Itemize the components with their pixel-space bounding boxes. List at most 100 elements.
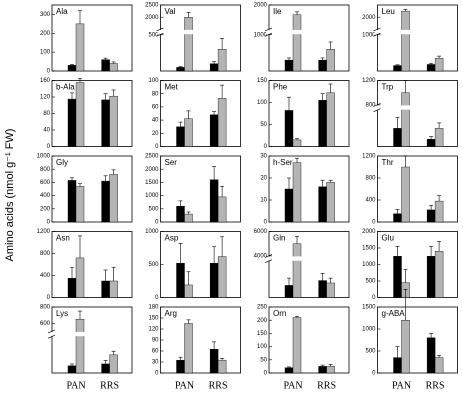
bar: [67, 365, 77, 374]
bar: [393, 256, 402, 298]
axis-break-mark: [156, 27, 164, 32]
y-tick-label: 80: [152, 91, 159, 97]
x-tick-label: RRS: [100, 380, 119, 391]
y-tick-label: 0: [47, 69, 51, 75]
bar: [101, 180, 110, 223]
panel-title: Thr: [382, 158, 394, 167]
bar: [292, 139, 302, 147]
y-tick-label: 400: [40, 273, 51, 279]
y-tick-label: 500: [148, 32, 159, 38]
bar: [318, 59, 327, 72]
bar: [326, 282, 335, 298]
bar: [217, 49, 227, 72]
axis-break-mark: [47, 334, 56, 339]
panel-title: Arg: [165, 309, 177, 318]
y-tick-label: 0: [372, 295, 376, 301]
bar: [434, 200, 444, 223]
bar: [292, 162, 302, 223]
y-tick-label: 20: [260, 176, 267, 182]
bar: [109, 95, 118, 147]
y-tick-label: 400: [365, 198, 376, 204]
panel-frame: [51, 231, 133, 298]
bar: [401, 92, 410, 147]
y-tick-label: 0: [264, 144, 268, 150]
y-tick-label: 1500: [362, 305, 376, 311]
panel-title: Val: [165, 7, 176, 16]
y-tick-label: 150: [148, 316, 159, 322]
bar: [326, 49, 335, 72]
y-tick-label: 4000: [254, 253, 268, 259]
y-tick-label: 1000: [145, 193, 159, 199]
panel-frame: [51, 4, 133, 72]
y-tick-label: 0: [155, 144, 159, 150]
bar: [184, 213, 193, 223]
y-tick-label: 100: [148, 78, 159, 84]
y-tick-label: 600: [40, 180, 51, 186]
bar: [176, 205, 185, 223]
bar: [101, 59, 110, 72]
panel-frame: [377, 306, 458, 374]
bar: [67, 65, 77, 72]
bar: [393, 213, 402, 223]
panel-frame: [51, 306, 133, 374]
bar: [284, 188, 294, 223]
bar: [217, 98, 227, 147]
panel-title: Ala: [56, 7, 68, 16]
y-tick-label: 1000: [145, 229, 159, 235]
bar: [184, 284, 193, 298]
bar: [67, 98, 77, 147]
bar: [217, 359, 227, 374]
y-tick-label: 500: [365, 279, 376, 285]
y-tick-label: 60: [152, 349, 159, 355]
axis-break-mark: [373, 32, 381, 37]
y-tick-label: 500: [365, 349, 376, 355]
bar: [101, 99, 110, 147]
bar: [101, 363, 110, 374]
bar: [318, 100, 327, 147]
bar: [209, 114, 219, 147]
bar: [176, 126, 185, 147]
x-tick-label: PAN: [283, 380, 302, 391]
bar: [292, 317, 302, 374]
bar: [176, 67, 185, 72]
y-axis-label: Amino acids (nmol g⁻¹ FW): [4, 129, 16, 262]
y-tick-label: 1000: [254, 32, 268, 38]
bar: [217, 256, 227, 298]
axis-break-mark: [264, 254, 273, 258]
bar: [184, 323, 193, 374]
axis-break-mark: [264, 32, 273, 37]
y-tick-label: 60: [152, 104, 159, 110]
bar: [75, 82, 85, 147]
panel-title: Asn: [56, 234, 70, 243]
bar: [434, 251, 444, 298]
bar: [426, 337, 436, 374]
bar: [184, 17, 193, 72]
y-tick-label: 400: [40, 193, 51, 199]
y-tick-label: 250: [257, 305, 268, 311]
y-tick-label: 100: [40, 50, 51, 56]
bar: [109, 174, 118, 223]
bar: [67, 278, 77, 298]
y-tick-label: 0: [47, 144, 51, 150]
y-tick-label: 40: [152, 118, 159, 124]
y-tick-label: 0: [155, 371, 159, 377]
axis-break-mark: [264, 27, 273, 32]
y-tick-label: 150: [257, 78, 268, 84]
panel-frame: [160, 4, 241, 72]
y-tick-label: 50: [260, 357, 267, 363]
bar: [284, 110, 294, 147]
panel-frame: [377, 4, 458, 72]
y-tick-label: 0: [372, 220, 376, 226]
axis-break-gap: [374, 105, 457, 110]
bar: [318, 280, 327, 298]
bar: [209, 348, 219, 374]
y-tick-label: 2000: [362, 15, 376, 21]
y-tick-label: 300: [40, 12, 51, 18]
y-tick-label: 1500: [362, 246, 376, 252]
axis-break-mark: [47, 329, 56, 334]
y-tick-label: 120: [148, 327, 159, 333]
panel-title: Asp: [165, 234, 179, 243]
panel-title: g-ABA: [382, 309, 406, 318]
bar: [209, 63, 219, 72]
y-tick-label: 200: [40, 206, 51, 212]
